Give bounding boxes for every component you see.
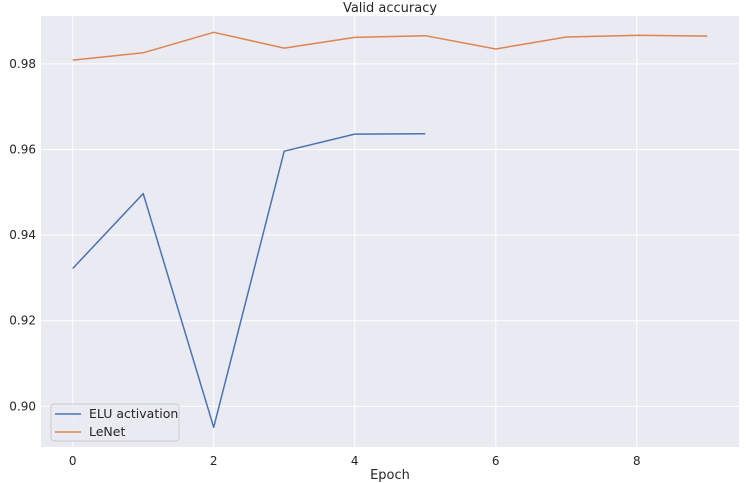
y-tick-label: 0.98 bbox=[9, 57, 36, 71]
series-line-0 bbox=[72, 132, 426, 429]
series-line-1 bbox=[72, 31, 708, 61]
y-tick-label: 0.90 bbox=[9, 399, 36, 413]
y-tick-label: 0.94 bbox=[9, 228, 36, 242]
x-tick-label: 4 bbox=[351, 454, 359, 468]
plot-background bbox=[41, 16, 739, 447]
chart-title: Valid accuracy bbox=[343, 1, 437, 16]
x-tick-label: 0 bbox=[69, 454, 77, 468]
legend-label: ELU activation bbox=[89, 406, 178, 421]
y-tick-label: 0.96 bbox=[9, 143, 36, 157]
legend-box bbox=[50, 403, 180, 442]
x-tick-label: 8 bbox=[633, 454, 641, 468]
x-tick-label: 2 bbox=[210, 454, 218, 468]
x-axis-label: Epoch bbox=[370, 468, 410, 483]
x-tick-labels: 0 2 4 6 8 bbox=[69, 454, 641, 468]
y-tick-labels: 0.90 0.92 0.94 0.96 0.98 bbox=[9, 57, 36, 413]
series-lines bbox=[72, 31, 708, 429]
legend-label: LeNet bbox=[89, 424, 125, 439]
x-tick-label: 6 bbox=[492, 454, 500, 468]
y-tick-label: 0.92 bbox=[9, 314, 36, 328]
legend: ELU activation LeNet bbox=[50, 403, 180, 442]
